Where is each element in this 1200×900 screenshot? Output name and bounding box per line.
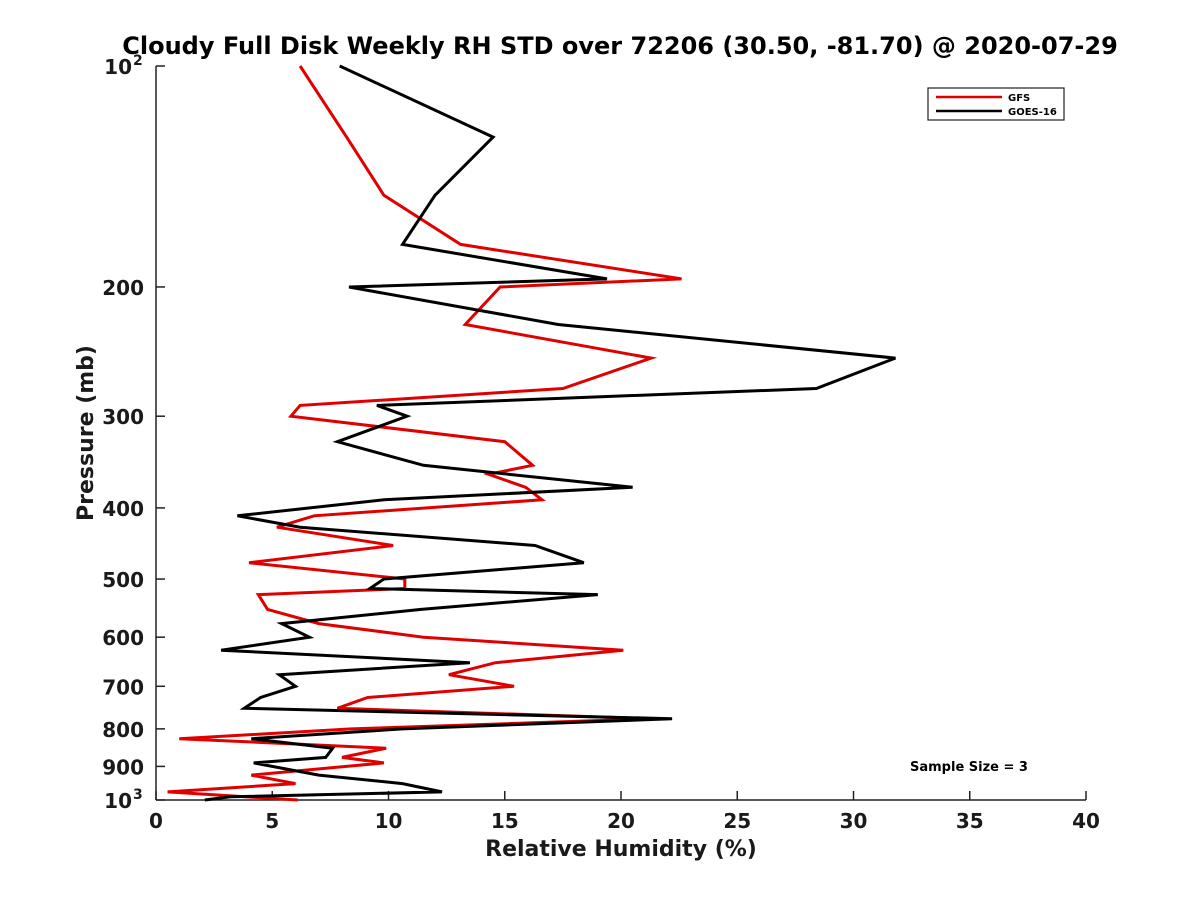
legend: GFS GOES-16 <box>927 87 1065 121</box>
y-tick-label: 800 <box>102 718 144 742</box>
y-tick-label: 600 <box>102 626 144 650</box>
x-tick-label: 10 <box>375 809 403 833</box>
y-tick-label: 300 <box>102 405 144 429</box>
x-tick-label: 40 <box>1072 809 1100 833</box>
series-line-goes16 <box>204 64 896 802</box>
series-layer <box>167 64 896 802</box>
chart-title: Cloudy Full Disk Weekly RH STD over 7220… <box>122 32 1118 60</box>
legend-label-goes16: GOES-16 <box>1008 107 1057 118</box>
y-tick-exponent: 3 <box>133 787 143 803</box>
y-axis-title: Pressure (mb) <box>74 345 99 521</box>
x-tick-label: 0 <box>149 809 163 833</box>
x-tick-label: 5 <box>265 809 279 833</box>
series-line-gfs <box>167 65 682 802</box>
x-ticks: 0 5 10 15 20 25 30 35 40 <box>149 791 1100 833</box>
x-tick-label: 30 <box>840 809 868 833</box>
plot-area <box>155 66 1086 801</box>
x-tick-label: 15 <box>491 809 519 833</box>
y-tick-label: 200 <box>102 276 144 300</box>
y-tick-label: 10 <box>104 55 132 79</box>
y-tick-label: 500 <box>102 568 144 592</box>
x-tick-label: 25 <box>723 809 751 833</box>
y-tick-label: 10 <box>104 789 132 813</box>
x-axis-title: Relative Humidity (%) <box>485 837 757 862</box>
y-tick-exponent: 2 <box>133 53 143 69</box>
y-tick-label: 400 <box>102 497 144 521</box>
y-tick-label: 900 <box>102 755 144 779</box>
legend-box <box>927 87 1065 121</box>
y-tick-label: 700 <box>102 675 144 699</box>
sample-size-annotation: Sample Size = 3 <box>910 760 1028 775</box>
x-tick-label: 35 <box>956 809 984 833</box>
x-tick-label: 20 <box>607 809 635 833</box>
legend-label-gfs: GFS <box>1008 93 1030 104</box>
